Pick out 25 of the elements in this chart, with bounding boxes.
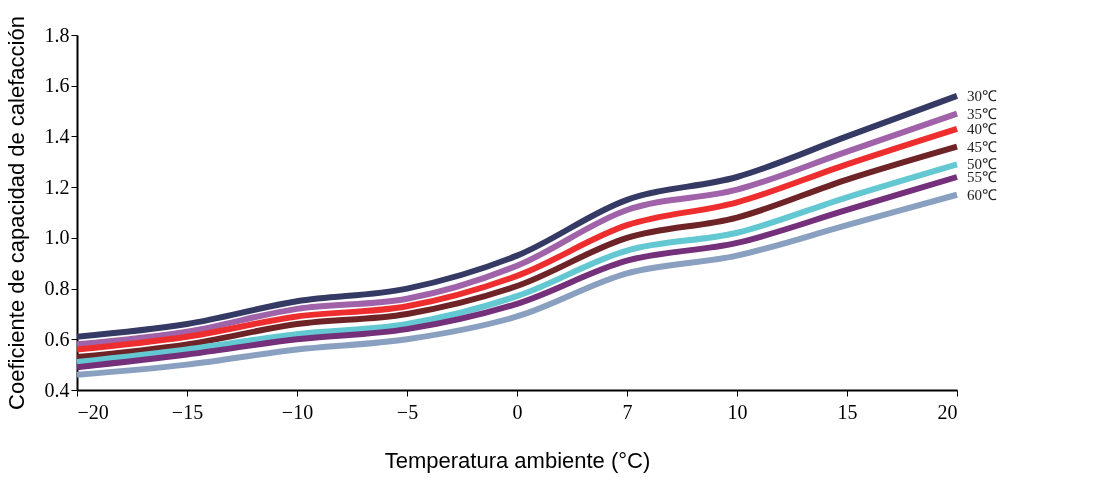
series-label: 45℃ xyxy=(967,138,997,155)
x-tick-label: −10 xyxy=(281,400,314,423)
x-axis-title: Temperatura ambiente (°C) xyxy=(384,447,651,473)
series-label: 40℃ xyxy=(967,120,997,137)
x-tick-label: 15 xyxy=(837,400,858,423)
y-tick-label: 0.8 xyxy=(44,277,70,300)
x-tick-label: −15 xyxy=(171,400,204,423)
series-label: 35℃ xyxy=(967,105,997,122)
x-tick-label: 20 xyxy=(937,400,958,423)
x-tick-label: −20 xyxy=(77,400,109,423)
y-axis-title: Coeficiente de capacidad de calefacción xyxy=(3,16,29,410)
x-tick-label: 0 xyxy=(512,400,523,423)
y-tick-label: 1.8 xyxy=(44,23,70,46)
x-tick-label: −5 xyxy=(396,400,419,423)
y-tick-label: 1.6 xyxy=(44,74,70,97)
x-tick-label: 7 xyxy=(622,400,633,423)
y-tick-label: 0.4 xyxy=(44,378,70,401)
x-tick-label: 10 xyxy=(727,400,748,423)
y-tick-label: 0.6 xyxy=(44,327,70,350)
series-label: 30℃ xyxy=(967,87,997,104)
series-label: 60℃ xyxy=(967,186,997,203)
y-tick-label: 1.2 xyxy=(44,175,70,198)
y-tick-label: 1.4 xyxy=(44,124,70,147)
series-label: 55℃ xyxy=(967,169,997,185)
y-tick-label: 1.0 xyxy=(44,226,70,249)
